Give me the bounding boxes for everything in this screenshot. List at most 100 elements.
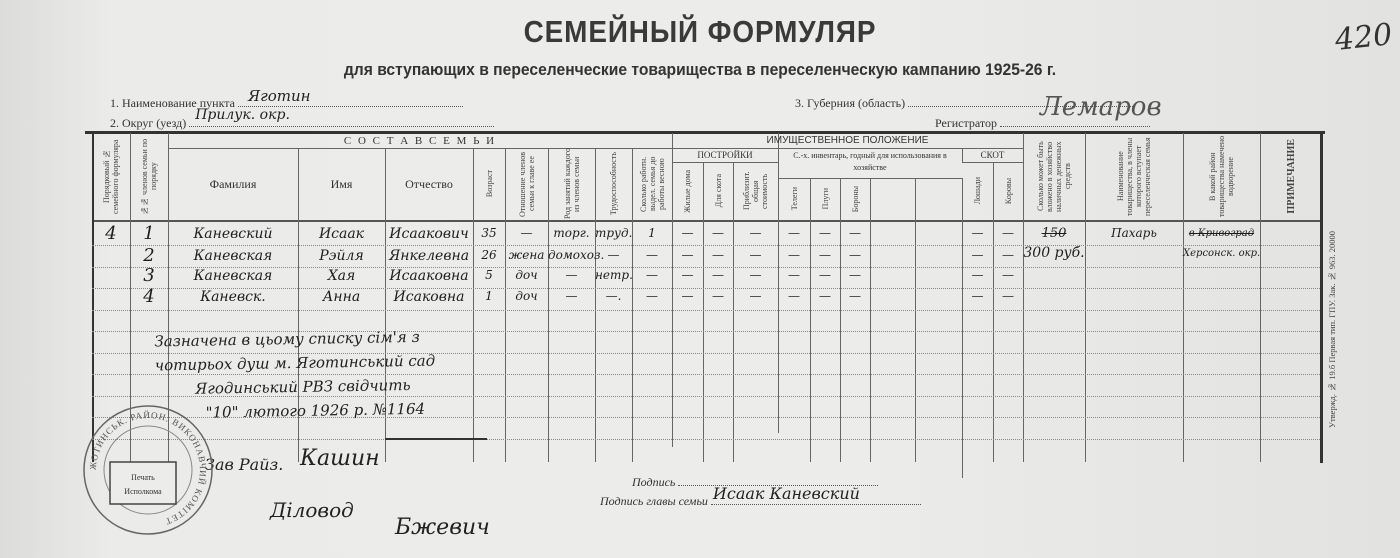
column-header-label: Коровы (1003, 177, 1013, 205)
column-header-label: Для скота (713, 174, 723, 208)
column-header-label: Жилые дома (683, 169, 692, 213)
band-divider (778, 178, 962, 179)
registrar-label: Регистратор (935, 116, 998, 130)
column-divider (778, 133, 779, 433)
table-cell: — (520, 226, 533, 240)
column-header: Трудоспособность (595, 148, 632, 220)
column-divider (595, 148, 596, 462)
clerk-signature: Бжевич (395, 515, 490, 540)
sign-field: Подпись (632, 473, 879, 490)
row-line (92, 331, 1322, 332)
column-header-label: Порядковый № семейного формуляра (102, 139, 120, 214)
region-struck: в Кривоград (1188, 228, 1255, 239)
table-top-border (85, 131, 1325, 134)
table-cell: — (819, 268, 831, 282)
table-cell: — (607, 248, 620, 262)
table-cell: Анна (322, 289, 361, 305)
registrar-dots: Лемаров (1000, 92, 1162, 127)
table-cell: 5 (485, 268, 493, 282)
table-cell: — (712, 248, 724, 262)
table-cell: — (749, 248, 762, 262)
column-header-label: Сколько может быть вложено в хозяйство н… (1036, 141, 1072, 212)
region-value: Херсонск. окр. (1183, 248, 1261, 259)
table-cell: — (1002, 248, 1014, 262)
head-signature-label: Зав Райз. (205, 455, 284, 474)
table-cell: Исаакович (389, 226, 469, 242)
band-divider (962, 148, 963, 162)
column-header-label: ПРИМЕЧАНИЕ (1285, 139, 1297, 214)
table-cell: 3 (143, 265, 155, 286)
table-cell: — (1002, 268, 1014, 282)
table-cell: 1 (143, 223, 155, 244)
column-header-label: Сколько работн. выдел. семья до работы в… (638, 156, 666, 212)
column-header-label: Возраст (484, 170, 494, 198)
table-cell: — (971, 289, 984, 303)
column-divider (168, 133, 169, 462)
column-header-label: Род занятий каждого из членов семьи (562, 148, 581, 220)
column-header-label: Трудоспособность (609, 152, 618, 216)
point-dots: Яготин (238, 87, 463, 107)
column-header: Плуги (810, 178, 840, 220)
column-header-label: Бороны (850, 185, 860, 213)
point-field: 1. Наименование пункта Яготин (110, 87, 463, 111)
table-cell: 26 (481, 248, 497, 262)
district-value: Прилук. окр. (195, 107, 290, 123)
column-header: Отчество (405, 176, 453, 191)
table-cell: — (849, 289, 861, 303)
table-cell: Каневская (193, 248, 273, 264)
table-cell: —. (605, 289, 622, 303)
table-cell: доч (515, 289, 538, 303)
table-cell: — (681, 226, 694, 240)
column-divider (810, 178, 811, 462)
province-field: 3. Губерния (область) (795, 94, 1134, 111)
column-header: Лошади (962, 162, 993, 220)
table-cell: 4 (105, 223, 117, 244)
table-cell: Каневский (193, 226, 273, 242)
column-header-label: Отношение членов семьи к главе ее (517, 151, 536, 217)
document-title: СЕМЕЙНЫЙ ФОРМУЛЯР (523, 14, 877, 49)
column-header-label: Приблизит. общая стоимость (742, 171, 769, 211)
table-cell: — (788, 289, 800, 303)
band-divider (962, 162, 1023, 163)
row-line (92, 288, 1322, 289)
table-cell: — (712, 268, 724, 282)
column-divider (1183, 133, 1184, 462)
table-cell: — (1002, 226, 1014, 240)
column-header: Бороны (840, 178, 870, 220)
column-header: Телеги (778, 178, 810, 220)
table-cell: 1 (485, 289, 493, 303)
province-label: 3. Губерния (область) (795, 96, 906, 110)
table-cell: — (849, 268, 861, 282)
amount-struck: 150 (1041, 226, 1067, 241)
table-cell: — (819, 248, 831, 262)
table-cell: — (646, 268, 658, 282)
amount-value: 300 руб. (1023, 245, 1085, 261)
column-divider (962, 178, 963, 478)
table-cell: — (971, 226, 984, 240)
column-divider (505, 148, 506, 462)
table-cell: Пахарь (1111, 226, 1157, 240)
table-cell: Каневская (193, 268, 273, 284)
band-property-status: ИМУЩЕСТВЕННОЕ ПОЛОЖЕНИЕ (766, 135, 929, 146)
table-cell: — (565, 268, 578, 282)
table-cell: Янкелевна (388, 248, 470, 264)
column-header (915, 178, 962, 220)
svg-text:Исполкома: Исполкома (124, 487, 162, 496)
column-header: Род занятий каждого из членов семьи (548, 148, 595, 220)
row-line (92, 438, 1322, 440)
column-header (870, 178, 915, 220)
column-header: Коровы (993, 162, 1023, 220)
column-divider (840, 178, 841, 462)
table-cell: доч (515, 268, 538, 282)
family-head-sign-field: Подпись главы семьи Исаак Каневский (600, 484, 921, 509)
table-cell: — (646, 248, 658, 262)
province-dots (908, 94, 1134, 107)
table-cell: — (849, 248, 861, 262)
table-cell: — (712, 289, 724, 303)
table-cell: труд. (595, 226, 633, 240)
row-line (92, 395, 1322, 397)
column-header-label: Лошади (973, 177, 982, 205)
district-label: 2. Округ (уезд) (110, 116, 187, 130)
column-divider (548, 148, 549, 462)
